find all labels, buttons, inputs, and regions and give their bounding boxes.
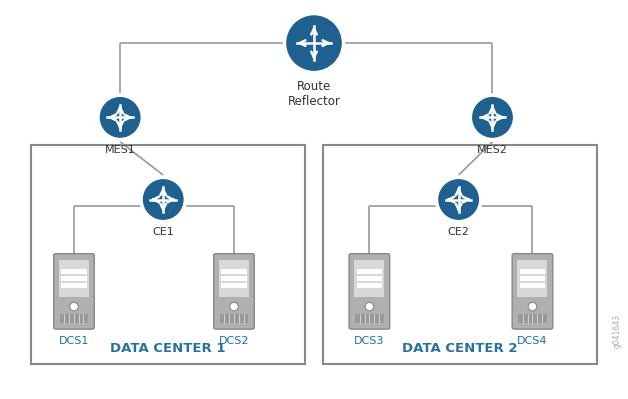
Bar bbox=[61, 276, 87, 281]
Bar bbox=[354, 260, 384, 297]
Bar bbox=[357, 276, 382, 281]
Ellipse shape bbox=[470, 95, 514, 140]
Ellipse shape bbox=[230, 302, 238, 311]
Bar bbox=[518, 314, 547, 323]
Bar bbox=[519, 283, 545, 288]
Ellipse shape bbox=[98, 95, 143, 140]
Text: g041643: g041643 bbox=[612, 314, 621, 348]
FancyBboxPatch shape bbox=[323, 145, 597, 364]
Text: DCS2: DCS2 bbox=[219, 336, 249, 346]
Text: DATA CENTER 2: DATA CENTER 2 bbox=[403, 342, 518, 355]
Bar bbox=[517, 260, 548, 297]
Ellipse shape bbox=[284, 14, 344, 73]
Bar bbox=[221, 269, 247, 274]
Bar bbox=[519, 276, 545, 281]
FancyBboxPatch shape bbox=[512, 254, 553, 329]
Text: Route
Reflector: Route Reflector bbox=[288, 80, 340, 108]
Bar bbox=[357, 283, 382, 288]
Text: CE2: CE2 bbox=[448, 227, 470, 237]
Ellipse shape bbox=[436, 177, 481, 222]
Text: MES1: MES1 bbox=[105, 145, 136, 155]
Text: DCS3: DCS3 bbox=[354, 336, 384, 346]
Ellipse shape bbox=[141, 177, 185, 222]
Text: DCS1: DCS1 bbox=[59, 336, 89, 346]
FancyBboxPatch shape bbox=[349, 254, 390, 329]
Text: MES2: MES2 bbox=[477, 145, 508, 155]
Ellipse shape bbox=[70, 302, 78, 311]
FancyBboxPatch shape bbox=[53, 254, 94, 329]
Bar bbox=[61, 283, 87, 288]
Bar bbox=[219, 260, 249, 297]
Bar bbox=[220, 314, 248, 323]
Bar bbox=[355, 314, 384, 323]
Text: CE1: CE1 bbox=[153, 227, 174, 237]
Bar bbox=[519, 269, 545, 274]
Text: DATA CENTER 1: DATA CENTER 1 bbox=[110, 342, 225, 355]
Text: DCS4: DCS4 bbox=[517, 336, 548, 346]
Bar bbox=[60, 314, 89, 323]
Bar bbox=[221, 283, 247, 288]
Ellipse shape bbox=[365, 302, 374, 311]
FancyBboxPatch shape bbox=[214, 254, 254, 329]
FancyBboxPatch shape bbox=[31, 145, 305, 364]
Bar bbox=[221, 276, 247, 281]
Bar bbox=[61, 269, 87, 274]
Ellipse shape bbox=[528, 302, 537, 311]
Bar bbox=[357, 269, 382, 274]
Bar bbox=[59, 260, 89, 297]
